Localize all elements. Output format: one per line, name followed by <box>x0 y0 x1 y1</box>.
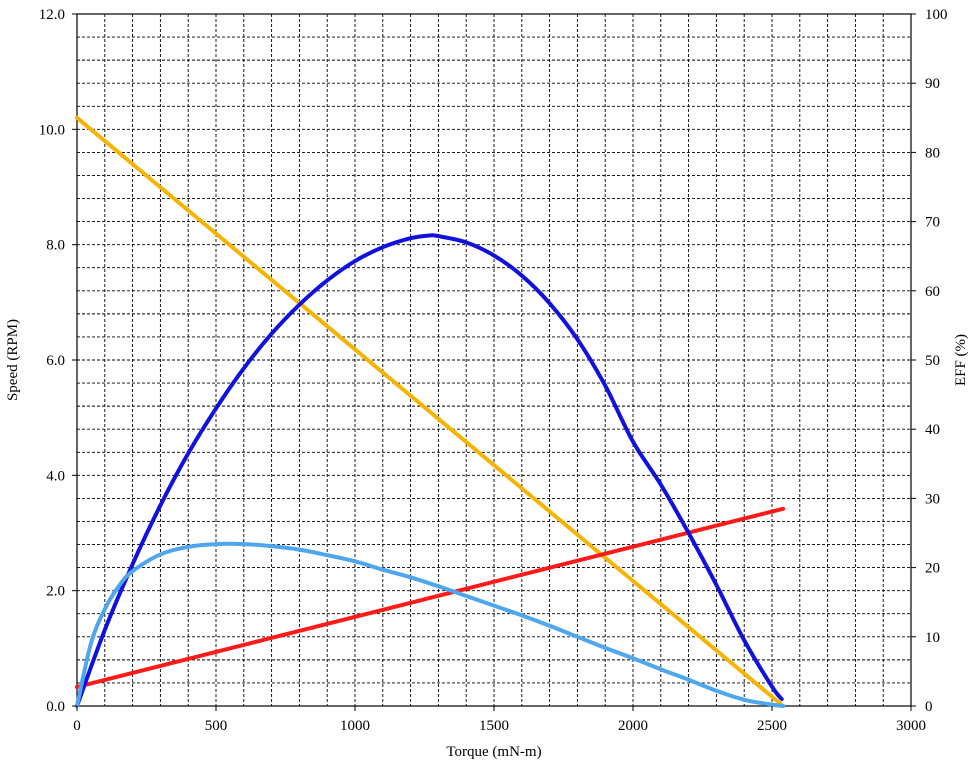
y-left-tick-label: 10.0 <box>39 122 65 138</box>
y-right-tick-label: 60 <box>925 284 940 300</box>
x-tick-label: 500 <box>205 718 228 734</box>
y-left-tick-label: 6.0 <box>46 353 65 369</box>
y-left-axis-title: Speed (RPM) <box>5 319 21 401</box>
y-right-tick-label: 40 <box>925 422 940 438</box>
x-axis-title: Torque (mN-m) <box>446 744 541 760</box>
y-left-tick-label: 4.0 <box>46 468 65 484</box>
y-right-tick-label: 30 <box>925 491 940 507</box>
y-left-tick-label: 0.0 <box>46 699 65 715</box>
x-tick-label: 2000 <box>618 718 648 734</box>
x-tick-label: 0 <box>73 718 81 734</box>
y-right-tick-label: 90 <box>925 76 940 92</box>
y-right-tick-label: 100 <box>925 7 948 23</box>
y-right-tick-label: 20 <box>925 561 940 577</box>
x-tick-label: 1000 <box>340 718 370 734</box>
y-right-axis-title: EFF (%) <box>953 334 969 386</box>
x-tick-label: 3000 <box>896 718 926 734</box>
x-tick-label: 2500 <box>757 718 787 734</box>
x-tick-label: 1500 <box>479 718 509 734</box>
y-right-tick-label: 0 <box>925 699 933 715</box>
y-left-tick-label: 8.0 <box>46 238 65 254</box>
series-line-3 <box>75 233 784 708</box>
y-left-tick-label: 2.0 <box>46 584 65 600</box>
y-left-tick-label: 12.0 <box>39 7 65 23</box>
y-right-tick-label: 70 <box>925 215 940 231</box>
series-line-2 <box>75 506 786 689</box>
y-right-tick-label: 80 <box>925 145 940 161</box>
minor-grid <box>77 14 911 706</box>
y-right-tick-label: 50 <box>925 353 940 369</box>
y-right-tick-label: 10 <box>925 630 940 646</box>
series-layer <box>75 115 786 708</box>
series-line-1 <box>75 115 786 708</box>
tick-labels: 0 500 1000 1500 2000 2500 30000.02.04.06.08.01… <box>39 7 948 734</box>
series-line-4 <box>75 541 786 708</box>
